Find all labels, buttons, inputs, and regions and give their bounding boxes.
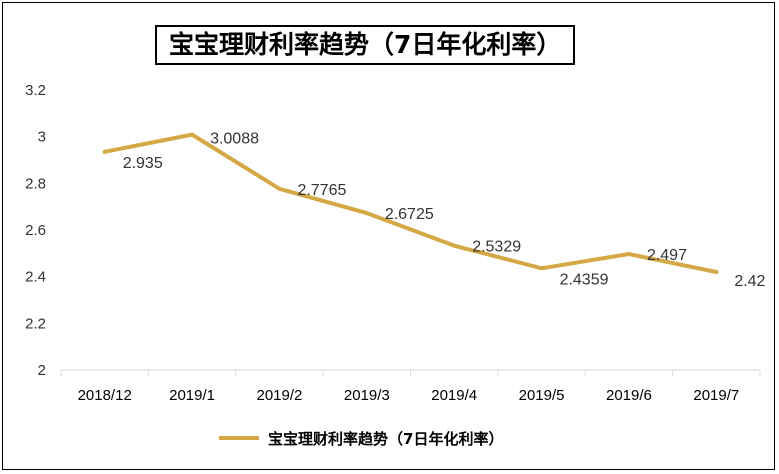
series-group (102, 132, 719, 274)
x-tick-label: 2019/3 (344, 387, 390, 404)
x-tick-label: 2019/5 (519, 387, 565, 404)
y-tick-label: 2.4 (25, 269, 46, 286)
data-label: 3.0088 (210, 131, 259, 148)
x-tick-label: 2019/2 (256, 387, 302, 404)
y-axis-ticks: 2 2.2 2.4 2.6 2.8 3 3.2 (25, 82, 46, 379)
chart-frame: 宝宝理财利率趋势（7日年化利率） (2, 2, 775, 470)
data-label: 2.7765 (297, 182, 346, 199)
data-label: 2.497 (647, 247, 687, 264)
data-point (452, 243, 457, 248)
y-tick-label: 2.2 (25, 315, 46, 332)
data-point (539, 266, 544, 271)
x-tick-label: 2018/12 (78, 387, 132, 404)
x-tick-label: 2019/1 (169, 387, 215, 404)
data-label: 2.5329 (472, 239, 521, 256)
x-tick-label: 2019/7 (693, 387, 739, 404)
x-axis-ticks: 2018/12 2019/1 2019/2 2019/3 2019/4 2019/5 201… (60, 370, 761, 404)
legend: 宝宝理财利率趋势（7日年化利率） (219, 430, 503, 448)
data-point (364, 211, 369, 216)
x-tick-label: 2019/6 (606, 387, 652, 404)
legend-label: 宝宝理财利率趋势（7日年化利率） (268, 430, 503, 448)
y-tick-label: 2.6 (25, 222, 46, 239)
series-line (102, 132, 719, 274)
data-label: 2.935 (123, 155, 163, 172)
data-point (102, 149, 107, 154)
data-label: 2.42 (734, 273, 765, 290)
data-point (626, 252, 631, 257)
data-label: 2.6725 (385, 206, 434, 223)
y-tick-label: 2.8 (25, 175, 46, 192)
y-tick-label: 3.2 (25, 82, 46, 99)
chart-title: 宝宝理财利率趋势（7日年化利率） (155, 25, 576, 65)
data-point (714, 270, 719, 274)
data-labels: 2.935 3.0088 2.7765 2.6725 2.5329 2.4359 2.497… (123, 131, 766, 290)
y-tick-label: 2 (38, 362, 46, 379)
data-label: 2.4359 (560, 271, 609, 288)
x-tick-label: 2019/4 (431, 387, 477, 404)
y-tick-label: 3 (38, 129, 46, 146)
data-point (190, 132, 195, 137)
data-point (277, 186, 282, 191)
